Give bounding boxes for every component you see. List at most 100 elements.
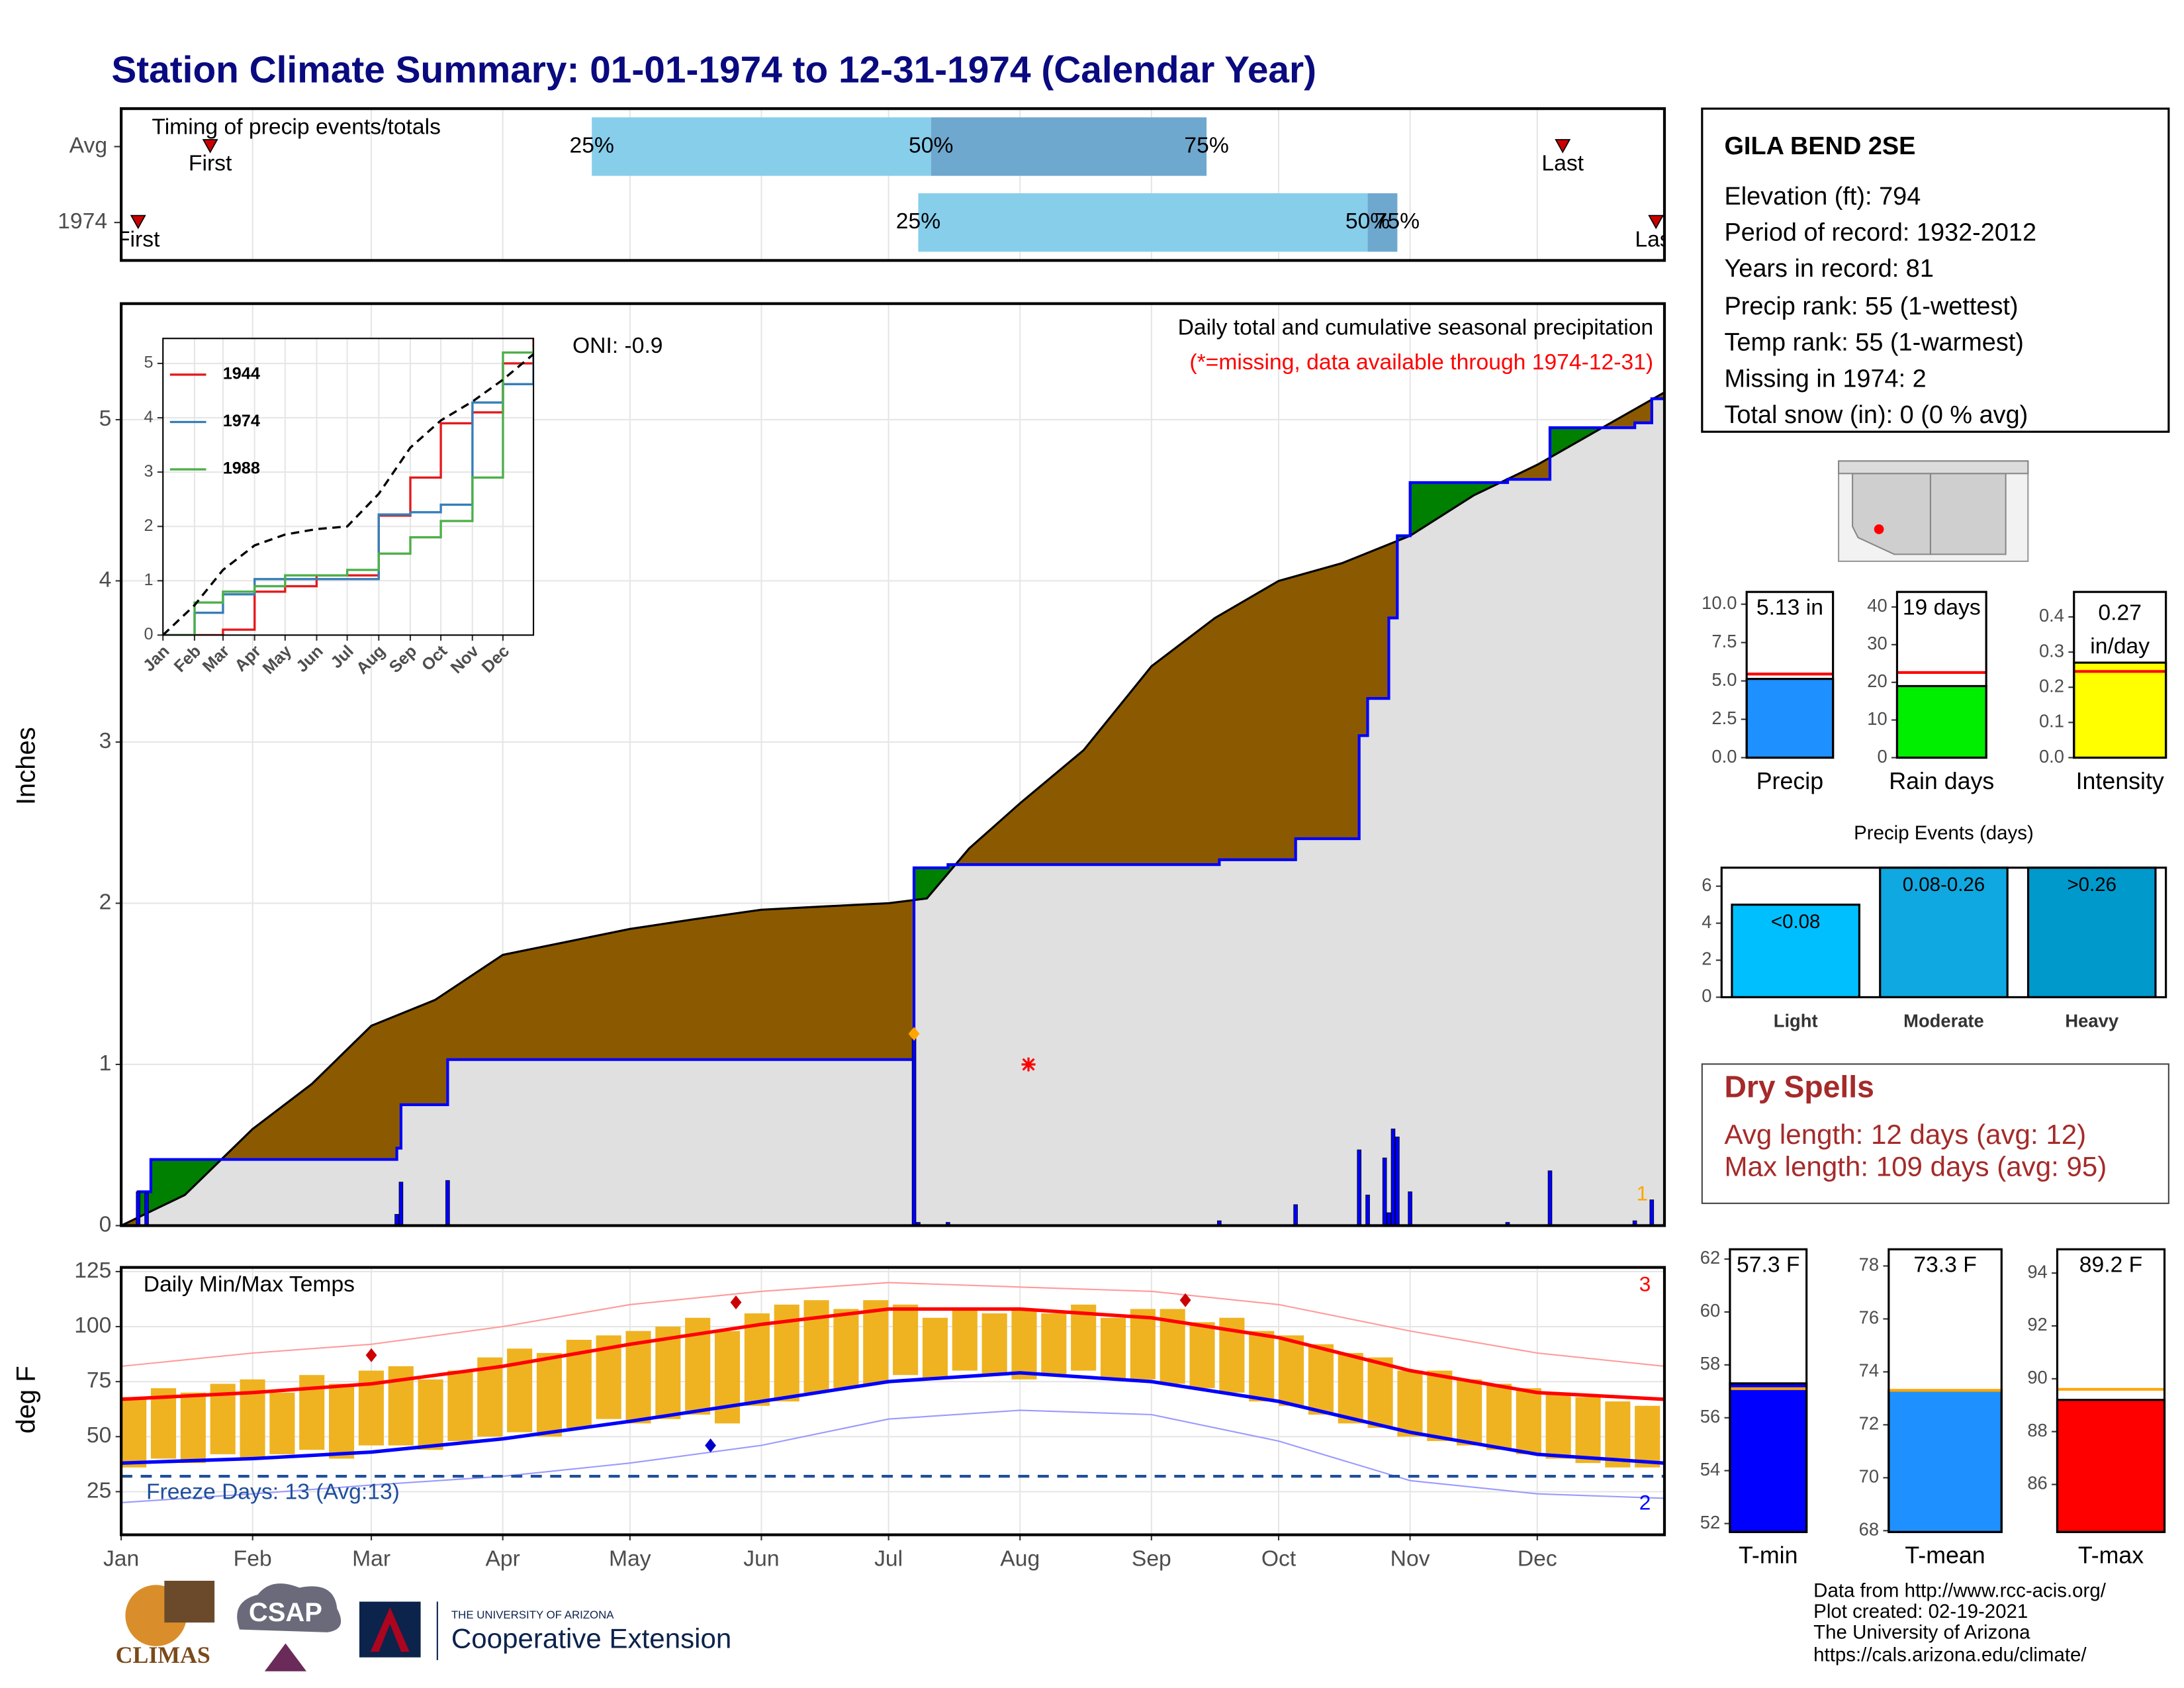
y-tick-label: 5 — [99, 406, 112, 431]
panel-frame — [1895, 590, 1987, 759]
bar — [1729, 1382, 1808, 1533]
temp-range-bar — [1635, 1405, 1661, 1468]
temp-range-bar — [418, 1379, 443, 1450]
x-tick-label: Moderate — [1903, 1011, 1984, 1031]
event-marker — [130, 214, 146, 230]
x-tick-label: Rain days — [1889, 768, 1994, 794]
panel-frame — [119, 302, 1666, 1227]
x-tick-label: Nov — [1390, 1546, 1430, 1571]
footer-line: Data from http://www.rcc-acis.org/ — [1813, 1580, 2107, 1602]
temp-range-bar — [833, 1309, 859, 1389]
temp-range-bar — [1367, 1357, 1393, 1428]
y-tick-label: 78 — [1859, 1254, 1879, 1275]
temp-range-bar — [744, 1313, 770, 1406]
x-tick-label: Jul — [874, 1546, 903, 1571]
legend-label: 1944 — [223, 365, 260, 383]
quartile-bar — [1367, 193, 1398, 252]
temp-range-bar — [1427, 1370, 1453, 1441]
value-label: 57.3 F — [1737, 1252, 1799, 1277]
y-tick-label: 30 — [1867, 633, 1887, 653]
bin-label: 0.08-0.26 — [1903, 874, 1985, 896]
bar — [2056, 1399, 2166, 1533]
x-tick-label: Sep — [1132, 1546, 1171, 1571]
y-tick-label: 10.0 — [1702, 592, 1737, 613]
y-tick-label: 0 — [144, 625, 153, 643]
temp-range-bar — [536, 1352, 563, 1437]
temp-range-bar — [1457, 1379, 1482, 1446]
y-tick-label: 92 — [2027, 1314, 2047, 1335]
inset-plot — [163, 338, 534, 635]
y-tick-label: 58 — [1700, 1353, 1720, 1374]
y-tick-label: 1974 — [58, 209, 107, 234]
y-tick-label: 68 — [1859, 1519, 1879, 1540]
station-line: Elevation (ft): 794 — [1724, 183, 1921, 211]
bin-label: <0.08 — [1771, 911, 1821, 933]
legend-label: 1974 — [223, 412, 260, 430]
station-line: Missing in 1974: 2 — [1724, 365, 1926, 393]
y-tick-label: 52 — [1700, 1512, 1720, 1532]
y-tick-label: 4 — [1702, 912, 1711, 932]
panel-frame — [119, 107, 1666, 262]
panel-frame — [119, 1266, 1666, 1536]
temp-range-bar — [655, 1327, 681, 1419]
y-tick-label: 2 — [1702, 949, 1711, 969]
daily-bar — [1387, 1212, 1391, 1226]
x-tick-label: Dec — [1518, 1546, 1557, 1571]
temp-range-bar — [1100, 1317, 1126, 1380]
event-marker — [1555, 139, 1571, 154]
y-axis-label: deg F — [12, 1366, 41, 1433]
y-tick-label: 7.5 — [1711, 631, 1737, 651]
y-tick-label: 1 — [99, 1051, 112, 1076]
temp-range-bar — [1545, 1392, 1571, 1459]
temperature-chart: 25 50 75 100 125 Jan Feb Mar Apr May Jun Jul Aug Sep O… — [74, 1258, 1666, 1571]
map-state — [1929, 473, 2007, 555]
y-tick-label: 5.0 — [1711, 669, 1737, 690]
temp-range-bar — [625, 1331, 651, 1424]
station-line: Temp rank: 55 (1-warmest) — [1724, 329, 2023, 357]
precip-chart: 0 1 2 3 4 5 ONI: -0.9 Daily total and cumulativ… — [99, 302, 1666, 1237]
temp-range-bar — [1189, 1322, 1215, 1389]
temp-range-bar — [447, 1370, 473, 1441]
dry-spells-title: Dry Spells — [1724, 1070, 1874, 1104]
event-marker — [1648, 214, 1664, 230]
temp-range-bar — [1486, 1383, 1512, 1450]
daily-bar — [445, 1180, 450, 1226]
temp-range-bar — [922, 1317, 948, 1380]
panel-bg — [163, 338, 534, 635]
legend-label: 1988 — [223, 459, 260, 478]
chart-title: Timing of precip events/totals — [152, 115, 441, 139]
y-tick-label: 0 — [99, 1212, 112, 1237]
daily-bar — [1395, 1137, 1400, 1226]
y-tick-label: 50 — [87, 1423, 111, 1448]
temp-range-bar — [1338, 1352, 1363, 1424]
chart-title: Daily Min/Max Temps — [144, 1272, 355, 1297]
csap-mountain — [264, 1643, 307, 1671]
bar — [1745, 678, 1835, 759]
bar — [2026, 867, 2157, 999]
quartile-label: 25% — [896, 209, 940, 234]
daily-bar — [911, 1033, 917, 1226]
temp-range-bar — [121, 1397, 147, 1468]
y-tick-label: 0.2 — [2039, 675, 2064, 696]
quartile-bar — [592, 117, 931, 176]
quartile-label: 50% — [909, 133, 953, 158]
y-tick-label: 4 — [144, 408, 153, 426]
extension-name: Cooperative Extension — [451, 1623, 731, 1654]
bar-chart: 52 54 56 58 60 62 57.3 F T-min — [1700, 1247, 1808, 1569]
series-line — [163, 347, 534, 635]
y-tick-label: 100 — [74, 1313, 111, 1338]
chart-subtitle: (*=missing, data available through 1974-… — [1189, 350, 1653, 375]
series-line — [163, 353, 534, 635]
record-marker — [730, 1295, 742, 1309]
record-low-count: 2 — [1639, 1491, 1651, 1515]
daily-bar — [1382, 1157, 1387, 1226]
y-tick-label: 94 — [2027, 1261, 2047, 1282]
csap-cloud — [237, 1583, 341, 1632]
max-day-marker — [908, 1027, 920, 1041]
value-unit: in/day — [2090, 634, 2150, 659]
y-tick-label: 6 — [1702, 874, 1711, 895]
bar-chart: 0 10 20 30 40 19 days Rain days — [1867, 590, 1994, 794]
x-tick-label: May — [609, 1546, 651, 1571]
